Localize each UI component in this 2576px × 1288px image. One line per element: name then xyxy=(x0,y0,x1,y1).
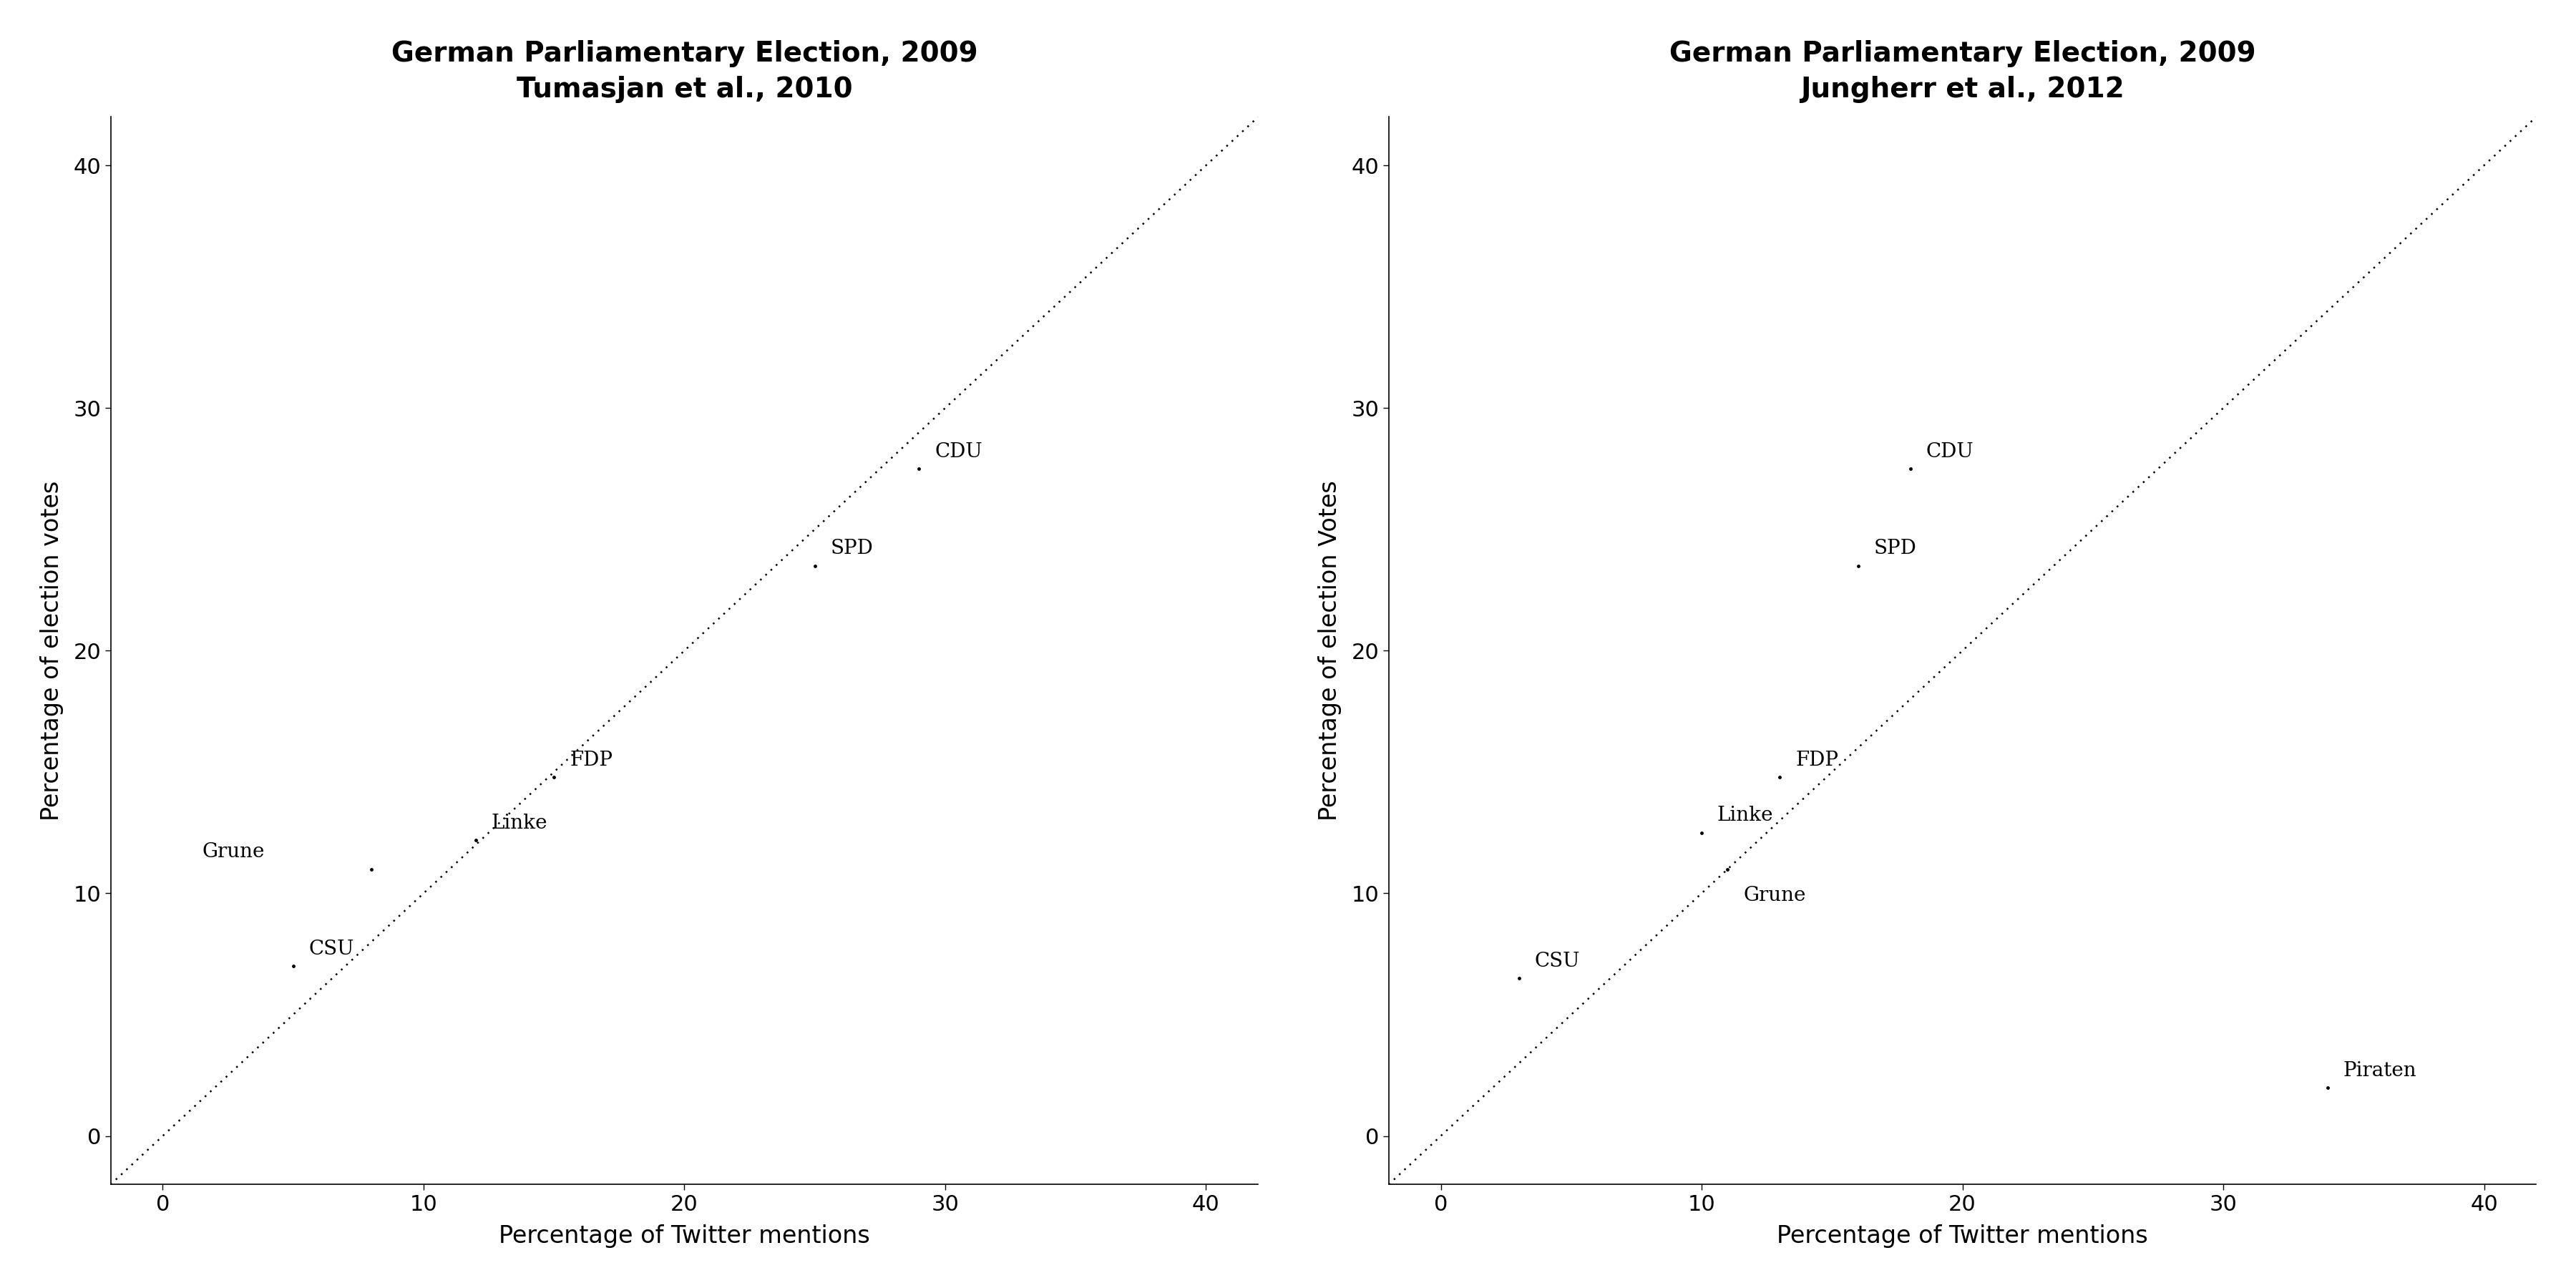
Point xyxy=(899,459,940,479)
Text: Grune: Grune xyxy=(201,842,265,862)
Point xyxy=(456,829,497,850)
Point xyxy=(350,859,392,880)
Point xyxy=(1759,766,1801,787)
Point xyxy=(1499,969,1540,989)
Title: German Parliamentary Election, 2009
Tumasjan et al., 2010: German Parliamentary Election, 2009 Tuma… xyxy=(392,40,979,103)
Text: CSU: CSU xyxy=(309,939,355,958)
Text: FDP: FDP xyxy=(569,751,613,770)
Text: Grune: Grune xyxy=(1744,886,1806,905)
Y-axis label: Percentage of election Votes: Percentage of election Votes xyxy=(1319,480,1342,820)
X-axis label: Percentage of Twitter mentions: Percentage of Twitter mentions xyxy=(500,1225,871,1248)
Point xyxy=(533,766,574,787)
Point xyxy=(1682,822,1723,842)
Point xyxy=(273,956,314,976)
Title: German Parliamentary Election, 2009
Jungherr et al., 2012: German Parliamentary Election, 2009 Jung… xyxy=(1669,40,2257,103)
Text: Linke: Linke xyxy=(492,813,549,832)
Point xyxy=(1708,859,1749,880)
Text: CSU: CSU xyxy=(1535,952,1579,971)
Text: SPD: SPD xyxy=(1873,540,1917,559)
Point xyxy=(1891,459,1932,479)
Point xyxy=(793,555,835,576)
Text: Piraten: Piraten xyxy=(2344,1061,2416,1081)
X-axis label: Percentage of Twitter mentions: Percentage of Twitter mentions xyxy=(1777,1225,2148,1248)
Text: CDU: CDU xyxy=(1927,442,1973,461)
Text: CDU: CDU xyxy=(935,442,981,461)
Text: Linke: Linke xyxy=(1718,806,1772,826)
Point xyxy=(1837,555,1878,576)
Text: SPD: SPD xyxy=(829,540,873,559)
Y-axis label: Percentage of election votes: Percentage of election votes xyxy=(39,480,64,820)
Point xyxy=(2308,1077,2349,1097)
Text: FDP: FDP xyxy=(1795,751,1839,770)
